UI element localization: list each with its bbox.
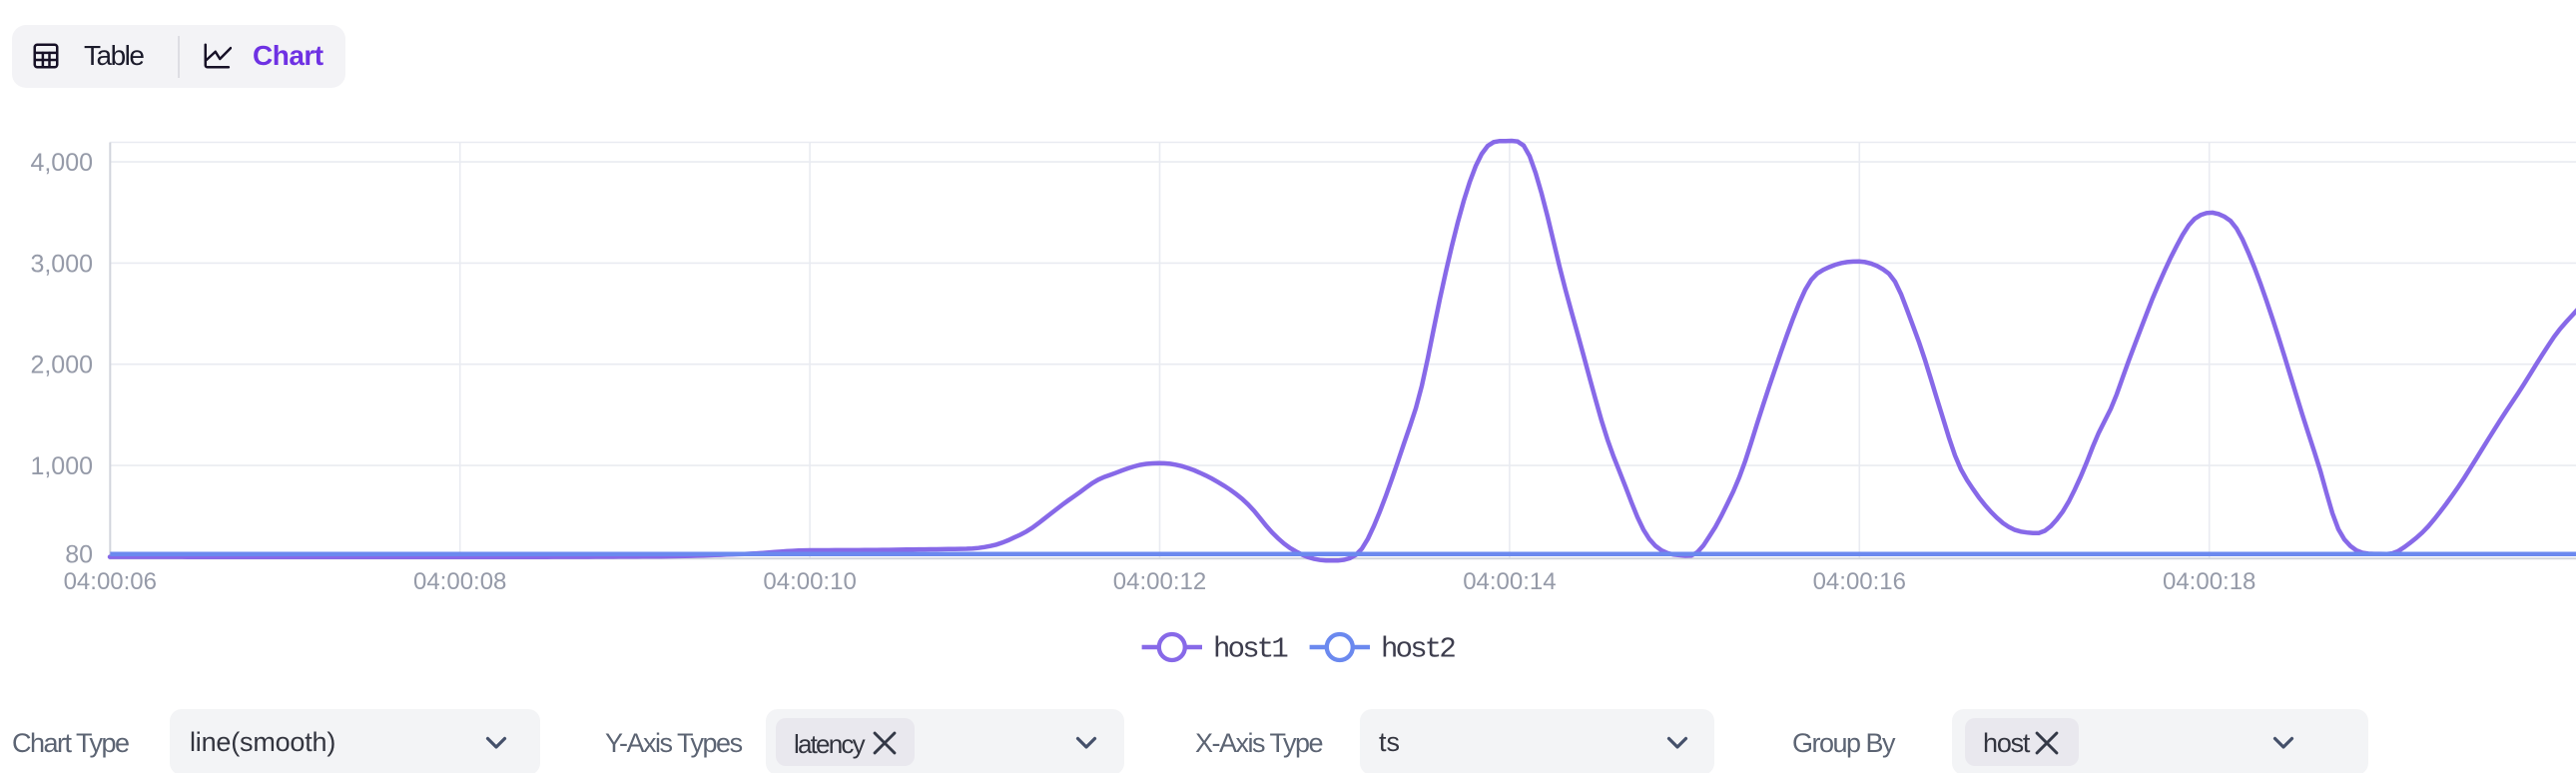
svg-text:04:00:12: 04:00:12 — [1113, 568, 1206, 595]
svg-text:04:00:16: 04:00:16 — [1813, 568, 1906, 595]
svg-text:2,000: 2,000 — [30, 352, 93, 380]
svg-text:80: 80 — [65, 540, 93, 568]
svg-text:4,000: 4,000 — [30, 149, 93, 177]
svg-text:04:00:08: 04:00:08 — [413, 568, 506, 595]
svg-text:04:00:18: 04:00:18 — [2163, 568, 2255, 595]
svg-text:04:00:10: 04:00:10 — [763, 568, 856, 595]
svg-text:1,000: 1,000 — [30, 452, 93, 480]
svg-text:host2: host2 — [1381, 633, 1455, 666]
svg-text:04:00:06: 04:00:06 — [64, 568, 157, 595]
svg-text:3,000: 3,000 — [30, 250, 93, 278]
svg-text:04:00:14: 04:00:14 — [1463, 568, 1556, 595]
svg-text:host1: host1 — [1213, 633, 1287, 666]
